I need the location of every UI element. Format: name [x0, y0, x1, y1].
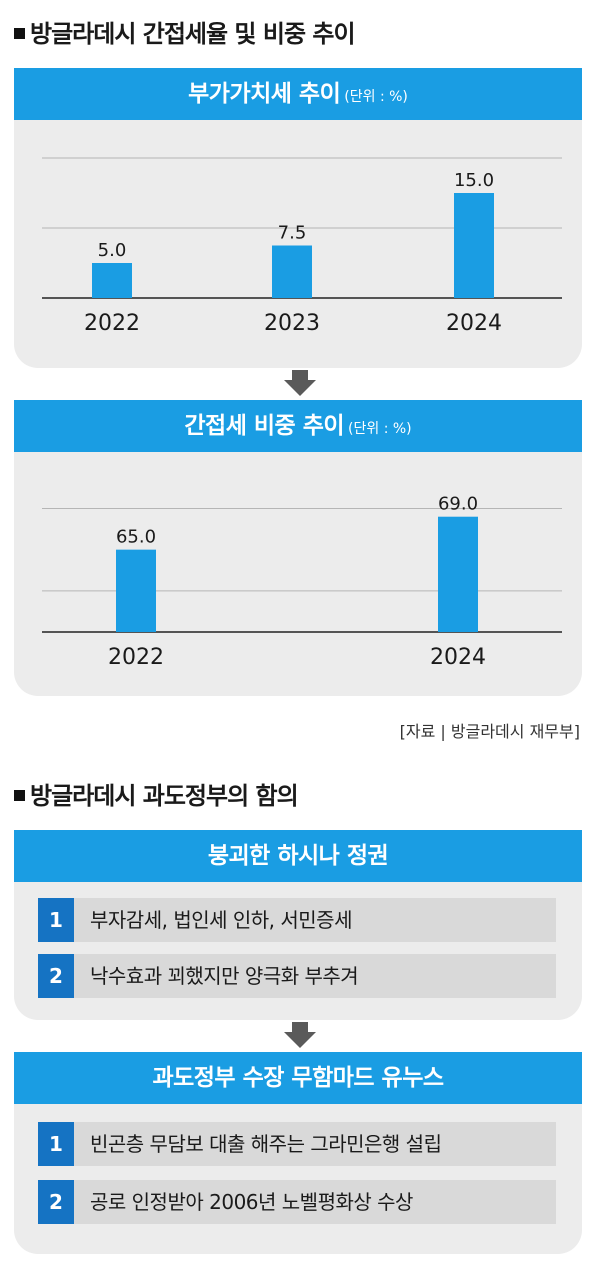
- square-bullet-icon: [14, 27, 25, 39]
- indirect-tax-chart-title: 간접세 비중 추이: [184, 413, 345, 439]
- section2-title: 방글라데시 과도정부의 함의: [14, 776, 299, 811]
- list-item: 1 빈곤층 무담보 대출 해주는 그라민은행 설립: [38, 1122, 556, 1166]
- vat-chart: 5.0 2022 7.5 2023 15.0 2024: [42, 157, 562, 336]
- down-arrowhead-icon: [284, 1032, 316, 1048]
- down-arrowhead-icon: [284, 380, 316, 396]
- square-bullet-icon: [14, 789, 25, 801]
- vat-chart-title: 부가가치세 추이: [188, 81, 341, 107]
- down-arrow-icon: [292, 1022, 308, 1033]
- bar: [116, 549, 156, 632]
- item-text: 낙수효과 꾀했지만 양극화 부추겨: [90, 964, 359, 988]
- x-tick-label: 2022: [84, 311, 140, 336]
- down-arrow-icon: [292, 370, 308, 381]
- section1-title: 방글라데시 간접세율 및 비중 추이: [14, 14, 356, 49]
- source-note: [자료 | 방글라데시 재무부]: [399, 722, 580, 741]
- item-number: 1: [38, 898, 74, 942]
- data-label: 15.0: [454, 170, 494, 191]
- x-tick-label: 2023: [264, 311, 320, 336]
- list-item: 2 낙수효과 꾀했지만 양극화 부추겨: [38, 954, 556, 998]
- box2-header: 과도정부 수장 무함마드 유누스: [14, 1052, 582, 1104]
- item-number: 2: [38, 954, 74, 998]
- vat-chart-unit: (단위 : %): [344, 89, 408, 105]
- data-label: 65.0: [116, 527, 156, 548]
- box1-header: 붕괴한 하시나 정권: [14, 830, 582, 882]
- item-text: 빈곤층 무담보 대출 해주는 그라민은행 설립: [90, 1132, 442, 1156]
- bar: [272, 245, 312, 298]
- item-text: 공로 인정받아 2006년 노벨평화상 수상: [90, 1190, 413, 1214]
- list-item: 2 공로 인정받아 2006년 노벨평화상 수상: [38, 1180, 556, 1224]
- item-number: 1: [38, 1122, 74, 1166]
- item-number: 2: [38, 1180, 74, 1224]
- indirect-tax-chart-unit: (단위 : %): [348, 421, 412, 437]
- bar: [92, 263, 132, 298]
- data-label: 5.0: [98, 240, 127, 261]
- data-label: 7.5: [278, 223, 307, 244]
- x-tick-label: 2022: [108, 645, 164, 670]
- indirect-tax-chart-header: 간접세 비중 추이 (단위 : %): [14, 400, 582, 452]
- x-tick-label: 2024: [446, 311, 502, 336]
- vat-chart-header: 부가가치세 추이 (단위 : %): [14, 68, 582, 120]
- bar: [454, 193, 494, 298]
- list-item: 1 부자감세, 법인세 인하, 서민증세: [38, 898, 556, 942]
- bar: [438, 516, 478, 632]
- data-label: 69.0: [438, 494, 478, 515]
- x-tick-label: 2024: [430, 645, 486, 670]
- item-text: 부자감세, 법인세 인하, 서민증세: [90, 908, 353, 932]
- indirect-tax-chart: 65.0 2022 69.0 2024: [42, 494, 562, 670]
